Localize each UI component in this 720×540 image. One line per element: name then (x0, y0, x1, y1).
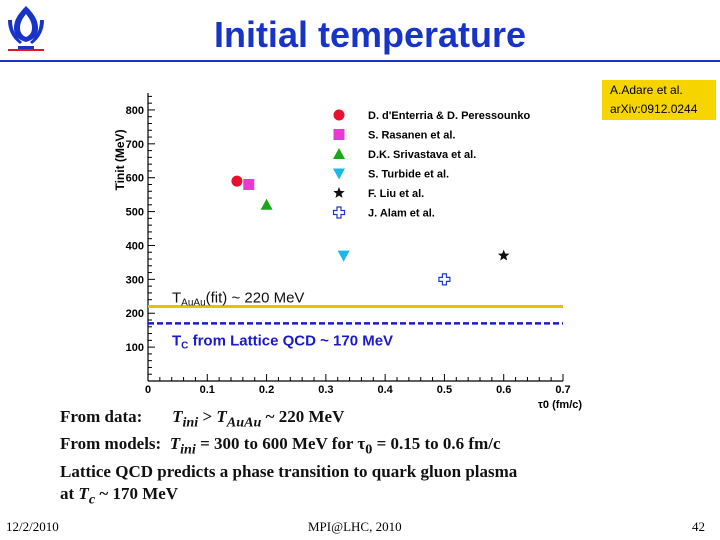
y-tick-label: 200 (126, 308, 144, 320)
data-point (260, 198, 273, 210)
summary-line-models: From models: Tini = 300 to 600 MeV for τ… (60, 434, 501, 458)
legend-marker (333, 109, 345, 121)
legend-marker (333, 129, 345, 140)
x-tick-label: 0.4 (377, 384, 393, 396)
y-tick-label: 700 (126, 139, 144, 151)
reference-box: A.Adare et al. arXiv:0912.0244 (602, 80, 716, 120)
x-tick-label: 0.7 (555, 384, 570, 396)
marker-star (333, 187, 345, 198)
lattice-line-label: TC from Lattice QCD ~ 170 MeV (172, 332, 393, 351)
marker-circle (231, 175, 243, 187)
x-tick-label: 0.3 (318, 384, 333, 396)
x-tick-label: 0.2 (259, 384, 274, 396)
y-tick-label: 500 (126, 207, 144, 219)
legend-label: F. Liu et al. (368, 188, 424, 200)
summary-text: From data: Tini > TAuAu ~ 220 MeV From m… (60, 406, 660, 510)
y-tick-label: 400 (126, 240, 144, 252)
x-tick-label: 0.1 (200, 384, 215, 396)
legend-label: S. Rasanen et al. (368, 130, 455, 142)
university-logo (8, 6, 44, 51)
footer-center: MPI@LHC, 2010 (308, 519, 402, 534)
marker-square (243, 178, 255, 190)
y-axis-label: Tinit (MeV) (113, 129, 127, 190)
chart-legend: D. d'Enterria & D. Peressounko S. Rasanen… (332, 109, 530, 220)
marker-open-cross (438, 273, 451, 286)
reference-line-2: arXiv:0912.0244 (610, 102, 698, 116)
marker-circle (333, 109, 345, 121)
slide-title: Initial temperature (213, 14, 527, 55)
data-point (337, 250, 350, 262)
marker-triangle-down (337, 250, 350, 262)
title-divider (0, 60, 720, 62)
data-point (498, 249, 510, 261)
marker-star (498, 249, 510, 261)
fit-line-label: TAuAu(fit) ~ 220 MeV (172, 289, 304, 308)
marker-triangle-down (333, 168, 345, 180)
legend-label: J. Alam et al. (368, 208, 435, 220)
marker-triangle-up (260, 198, 273, 210)
footer-page-number: 42 (692, 519, 705, 534)
legend-marker (333, 168, 345, 180)
footer-date: 12/2/2010 (6, 519, 59, 534)
legend-marker (332, 206, 346, 219)
chart-axes: 100 200 300 400 500 600 700 800 0 0.1 0.2 0.3 0.4 0.5… (113, 93, 582, 411)
legend-label: S. Turbide et al. (368, 169, 449, 181)
summary-line-tc: at Tc ~ 170 MeV (60, 483, 179, 508)
y-tick-label: 300 (126, 274, 144, 286)
summary-line-lattice: Lattice QCD predicts a phase transition … (60, 461, 518, 481)
marker-open-cross (332, 206, 346, 219)
data-point (231, 175, 243, 187)
legend-label: D.K. Srivastava et al. (368, 149, 476, 161)
y-tick-label: 600 (126, 173, 144, 185)
legend-label: D. d'Enterria & D. Peressounko (368, 110, 530, 122)
x-tick-label: 0.5 (437, 384, 452, 396)
x-tick-label: 0 (145, 384, 151, 396)
summary-line-data: From data: Tini > TAuAu ~ 220 MeV (60, 407, 345, 431)
y-tick-label: 800 (126, 105, 144, 117)
x-tick-label: 0.6 (496, 384, 511, 396)
chart-marks: TAuAu(fit) ~ 220 MeV TC from Lattice QCD … (148, 175, 563, 351)
reference-line-1: A.Adare et al. (610, 83, 683, 97)
marker-square (333, 129, 345, 140)
y-tick-label: 100 (126, 342, 144, 354)
legend-marker (333, 148, 345, 159)
marker-triangle-up (333, 148, 345, 159)
legend-marker (333, 187, 345, 198)
data-point (243, 178, 255, 190)
x-axis-label: τ0 (fm/c) (538, 399, 582, 411)
data-point (438, 273, 451, 286)
